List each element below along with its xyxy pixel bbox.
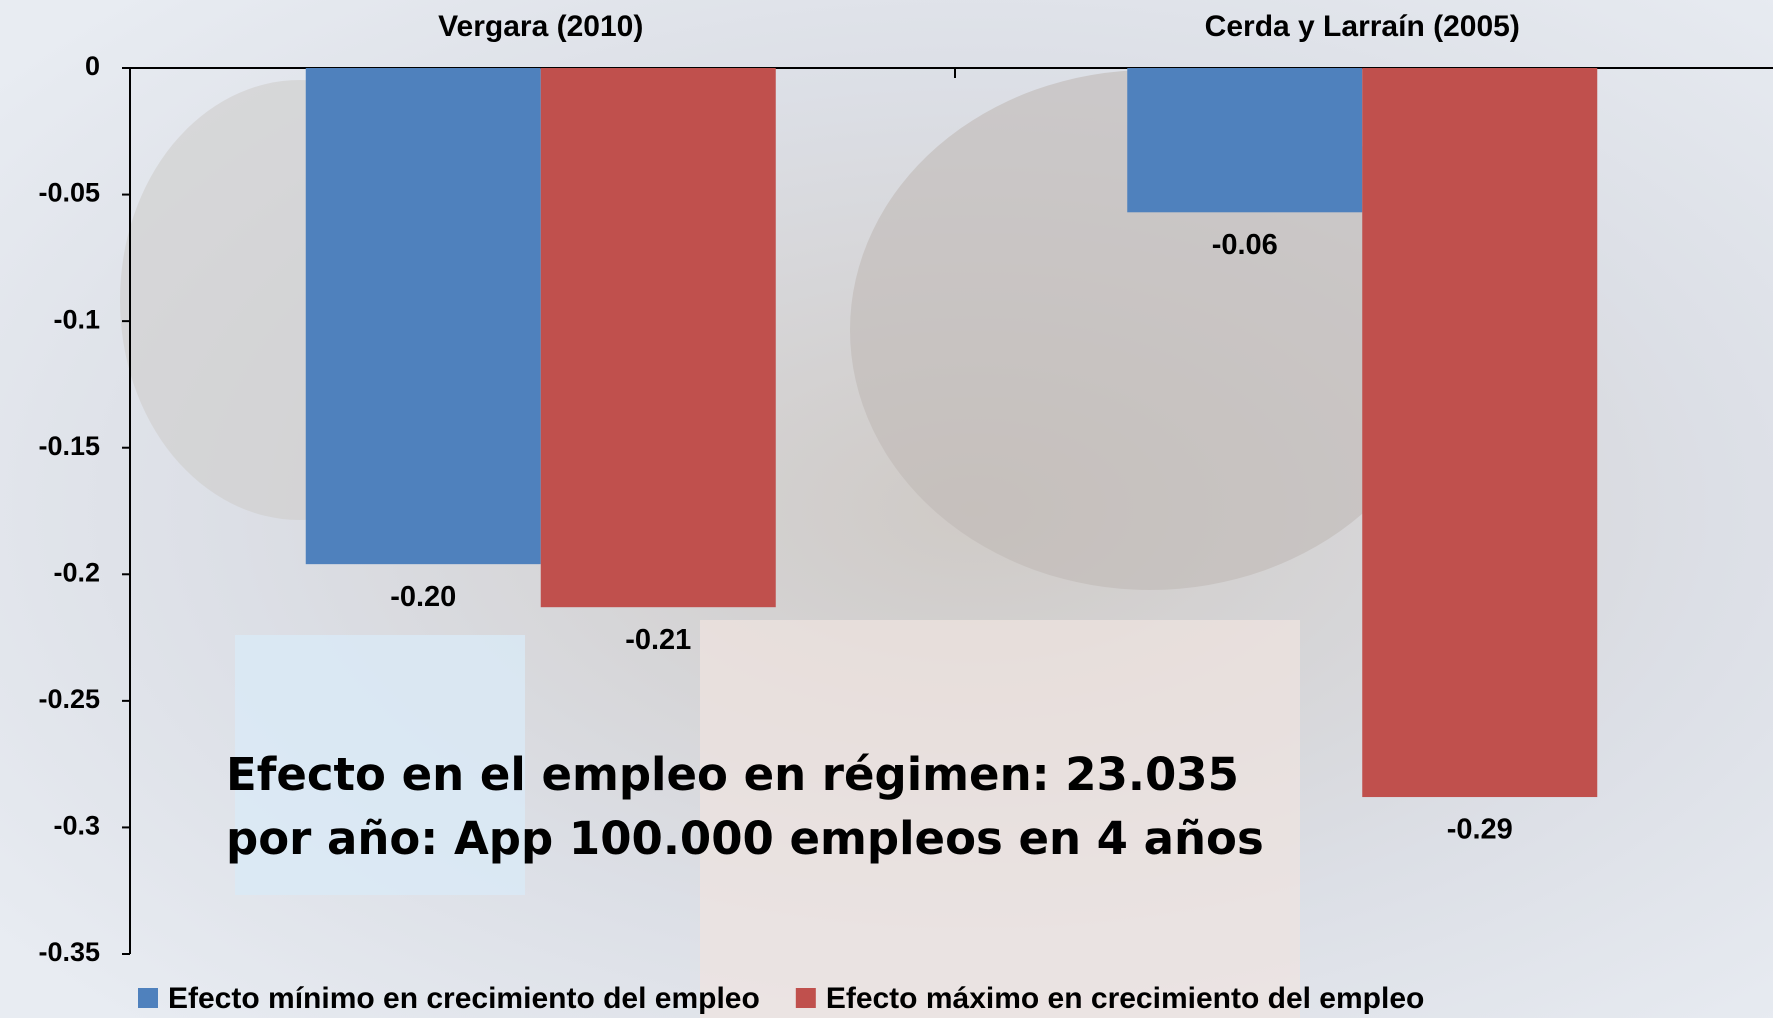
y-tick-label: -0.1 — [53, 304, 100, 334]
bar — [541, 68, 776, 607]
y-tick-label: -0.15 — [38, 431, 100, 461]
y-tick-label: -0.3 — [53, 811, 100, 841]
y-tick-label: 0 — [85, 51, 100, 81]
chart: 0 -0.05 -0.1 -0.15 -0.2 -0.25 -0.3 -0.35 Vergara… — [0, 0, 1773, 1018]
value-label: -0.06 — [1212, 229, 1278, 261]
value-label: -0.20 — [390, 581, 456, 613]
y-tick-label: -0.35 — [38, 937, 100, 967]
value-label: -0.21 — [625, 624, 691, 656]
y-tick-label: -0.05 — [38, 178, 100, 208]
y-tick-label: -0.2 — [53, 557, 100, 587]
bar — [1362, 68, 1597, 797]
legend-swatch — [796, 988, 816, 1008]
bar — [306, 68, 541, 564]
bar — [1127, 68, 1362, 212]
category-label: Vergara (2010) — [438, 10, 643, 43]
legend-swatch — [138, 988, 158, 1008]
legend-label: Efecto mínimo en crecimiento del empleo — [168, 982, 760, 1015]
annotation-line: Efecto en el empleo en régimen: 23.035 — [226, 748, 1239, 801]
legend-label: Efecto máximo en crecimiento del empleo — [826, 982, 1425, 1015]
category-label: Cerda y Larraín (2005) — [1205, 10, 1520, 43]
annotation-line: por año: App 100.000 empleos en 4 años — [226, 812, 1264, 865]
value-label: -0.29 — [1447, 814, 1513, 846]
y-tick-label: -0.25 — [38, 684, 100, 714]
